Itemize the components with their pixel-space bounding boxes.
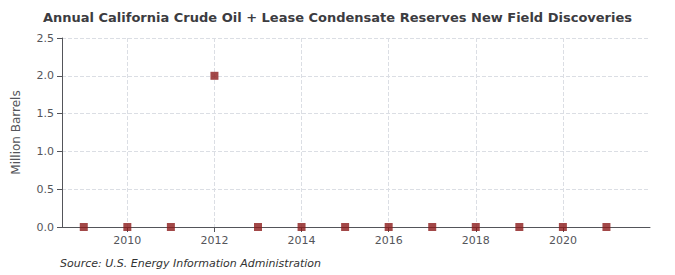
svg-text:0.5: 0.5 <box>37 183 55 196</box>
svg-text:2018: 2018 <box>462 234 490 247</box>
svg-text:1.5: 1.5 <box>37 107 55 120</box>
svg-text:2014: 2014 <box>288 234 316 247</box>
svg-text:0.0: 0.0 <box>37 221 55 234</box>
svg-text:Annual California Crude Oil +: Annual California Crude Oil + Lease Cond… <box>43 10 632 25</box>
svg-text:2020: 2020 <box>549 234 577 247</box>
svg-text:2012: 2012 <box>200 234 228 247</box>
svg-text:Source: U.S. Energy Informatio: Source: U.S. Energy Information Administ… <box>60 257 321 270</box>
svg-text:2010: 2010 <box>113 234 141 247</box>
svg-text:Million Barrels: Million Barrels <box>9 90 23 174</box>
svg-text:2.0: 2.0 <box>37 69 55 82</box>
svg-text:2.5: 2.5 <box>37 32 55 45</box>
svg-text:1.0: 1.0 <box>37 145 55 158</box>
svg-text:2016: 2016 <box>375 234 403 247</box>
